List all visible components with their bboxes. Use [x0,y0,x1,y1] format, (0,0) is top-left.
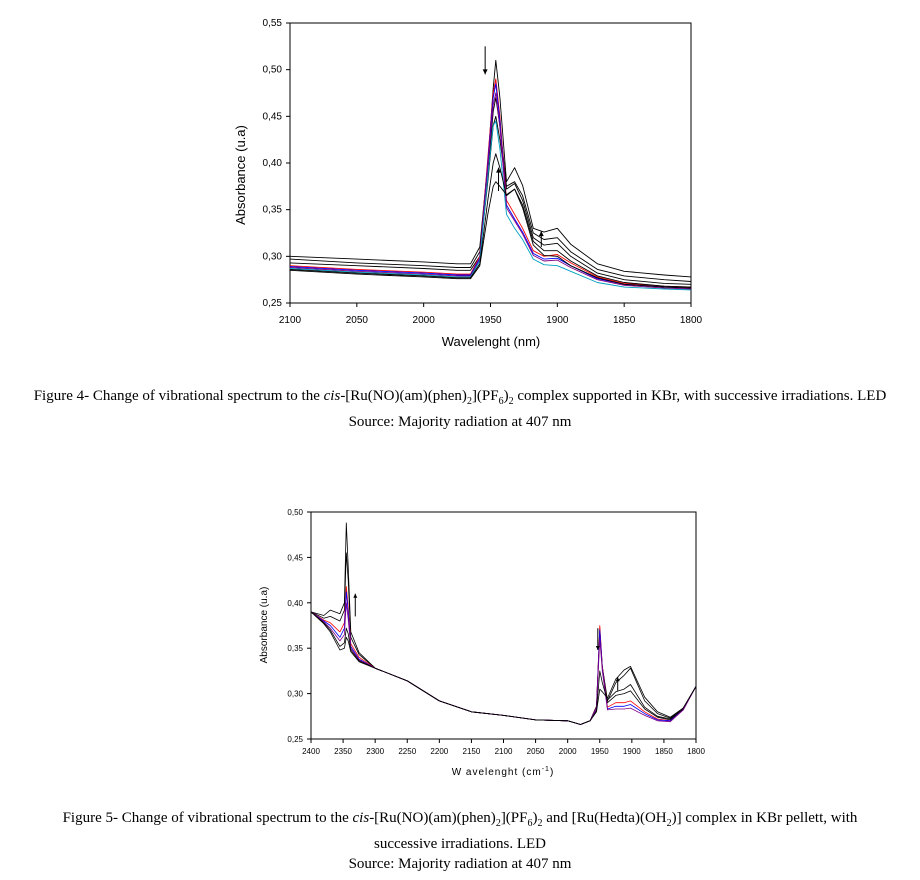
trend-arrow-head [496,167,502,173]
spectrum-series-line [310,522,697,725]
figure5-plot-frame [310,511,697,740]
spectrum-series-line [310,552,697,725]
figure4-caption-part: complex supported in KBr, with successiv… [348,388,887,430]
y-tick-label: 0,25 [287,735,303,744]
figure4-x-axis-label: Wavelenght (nm) [442,334,541,349]
spectrum-series-line [310,586,697,725]
figure4-caption-part: cis [323,388,341,404]
figure5-caption-part: 2 [666,818,672,829]
trend-arrow-head [482,69,488,75]
figure5-caption-part: cis [352,810,370,826]
y-tick-label: 0,45 [287,553,303,562]
x-tick-label: 1900 [623,747,641,756]
spectrum-series-line [289,92,692,290]
x-tick-label: 2050 [346,315,369,326]
figure4-caption-part: 2 [466,396,472,407]
spectrum-series-line [310,591,697,725]
x-tick-label: 1900 [546,315,569,326]
x-tick-label: 2100 [495,747,513,756]
y-tick-label: 0,50 [287,508,303,517]
trend-arrow-head [615,677,620,682]
x-tick-label: 2300 [366,747,384,756]
figure4-caption-part: 6 [498,396,504,407]
figure5-caption-part: ) [532,810,538,826]
y-tick-label: 0,55 [263,18,283,29]
figure5-caption-line3: Source: Majority radiation at 407 nm [348,856,572,872]
figure5-caption-part: )] complex in KBr pellett, with [671,810,858,826]
x-tick-label: 2100 [279,315,302,326]
figure4-plot-frame [289,22,692,304]
figure5-caption-part: 2 [537,818,543,829]
figure5-x-ticks: 2400 2350 2300 2250 2200 2150 2100 2050 2000 1950… [302,739,705,756]
figure4-y-ticks: 0,25 0,30 0,35 0,40 0,45 0,50 0,55 [263,18,290,309]
figure5-x-axis-label: W avelenght (cm-1) [452,766,555,778]
figure4-caption-part: ) [503,388,509,404]
x-tick-label: 2200 [430,747,448,756]
figure5-caption-line1: Figure 5- Change of vibrational spectrum… [10,808,910,834]
figure5-caption-part: 6 [527,818,533,829]
figure5-arrows [353,593,620,691]
figure5-caption-part: -[Ru(NO)(am)(phen) [369,810,496,826]
spectrum-series-line [310,611,697,725]
x-tick-label: 2000 [559,747,577,756]
figure4-x-ticks: 2100 2050 2000 1950 1900 1850 1800 [279,303,703,326]
y-tick-label: 0,45 [263,111,283,122]
figure4-caption-part: ](PF [471,388,499,404]
figure4-series [289,59,692,291]
figure5-x-axis-label-main: W avelenght (cm [452,767,542,778]
figure5-caption-line2: successive irradiations. LED [373,836,547,852]
figure5-caption-part: 2 [495,818,501,829]
figure5-y-ticks: 0,25 0,30 0,35 0,40 0,45 0,50 [287,508,311,744]
y-tick-label: 0,30 [263,251,283,262]
x-tick-label: 2050 [527,747,545,756]
trend-arrow-head [353,593,358,598]
spectrum-series-line [289,153,692,288]
figure5-chart: 0,25 0,30 0,35 0,40 0,45 0,50 2400 2350 2300 225… [259,508,705,778]
figure4-caption-part: Figure 4- Change of vibrational spectrum… [33,388,324,404]
figure4-caption-part: -[Ru(NO)(am)(phen) [340,388,467,404]
x-tick-label: 1950 [479,315,502,326]
spectrum-series-line [289,120,692,291]
spectrum-series-line [289,181,692,289]
x-tick-label: 2250 [398,747,416,756]
figure4-y-axis-label: Absorbance (u.a) [233,125,248,225]
figure4-chart: 0,25 0,30 0,35 0,40 0,45 0,50 0,55 2100 2050 200… [233,18,703,349]
spectrum-series-line [289,59,692,278]
y-tick-label: 0,35 [287,644,303,653]
figure5-series [310,522,697,725]
figure5-caption-part: and [Ru(Hedta)(OH [542,810,667,826]
spectrum-series-line [289,115,692,285]
figure5-caption: Figure 5- Change of vibrational spectrum… [10,808,910,874]
figure5-y-axis-label: Absorbance (u.a) [259,587,270,664]
spectrum-series-line [289,83,692,289]
y-tick-label: 0,35 [263,205,283,216]
trend-arrow-head [538,231,544,237]
figure5-x-axis-label-sup: -1 [542,766,550,773]
x-tick-label: 1950 [591,747,609,756]
y-tick-label: 0,40 [263,158,283,169]
x-tick-label: 1850 [655,747,673,756]
x-tick-label: 1800 [680,315,703,326]
x-tick-label: 2400 [302,747,320,756]
y-tick-label: 0,30 [287,690,303,699]
figure5-caption-part: Figure 5- Change of vibrational spectrum… [62,810,353,826]
trend-arrow-head [595,646,600,651]
x-tick-label: 2350 [334,747,352,756]
x-tick-label: 1850 [613,315,636,326]
spectrum-series-line [310,611,697,725]
figure4-caption: Figure 4- Change of vibrational spectrum… [20,386,900,432]
x-tick-label: 2150 [463,747,481,756]
x-tick-label: 2000 [413,315,436,326]
y-tick-label: 0,25 [263,298,283,309]
y-tick-label: 0,50 [263,65,283,76]
x-tick-label: 1800 [687,747,705,756]
figure4-caption-part: 2 [508,396,514,407]
y-tick-label: 0,40 [287,599,303,608]
figure4-arrows [482,46,544,247]
figure5-x-axis-label-end: ) [550,767,554,778]
figure5-caption-part: ](PF [500,810,528,826]
